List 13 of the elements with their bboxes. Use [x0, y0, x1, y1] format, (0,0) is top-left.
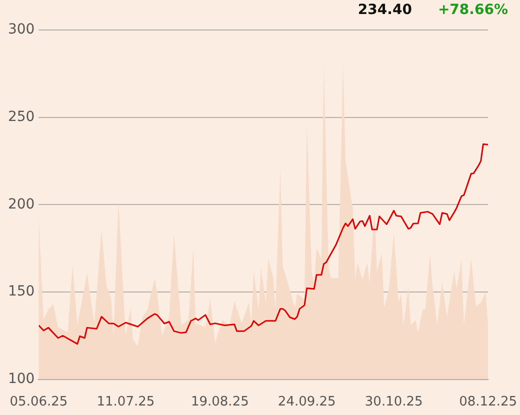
y-tick-label: 300 [8, 22, 35, 38]
y-tick-label: 200 [8, 196, 35, 212]
x-tick-label: 08.12.25 [459, 394, 517, 410]
text: 234.40 [358, 2, 412, 18]
x-tick-label: 11.07.25 [96, 394, 155, 410]
x-tick-label: 30.10.25 [364, 394, 423, 410]
x-tick-label: 24.09.25 [278, 394, 336, 410]
y-tick-label: 250 [8, 108, 35, 125]
text: +78.66% [438, 2, 508, 18]
x-tick-label: 19.08.25 [190, 394, 249, 410]
x-tick-label: 05.06.25 [10, 394, 68, 410]
y-tick-label: 100 [8, 371, 35, 388]
y-tick-label: 150 [8, 284, 35, 300]
